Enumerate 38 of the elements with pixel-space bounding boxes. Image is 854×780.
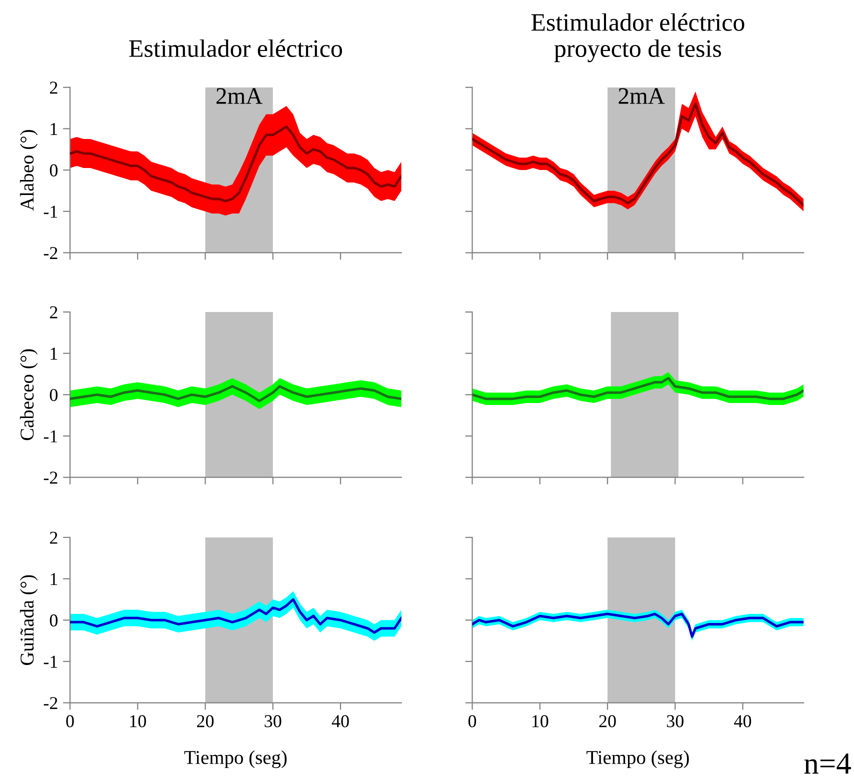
x-tick-label: 40	[734, 715, 752, 728]
y-tick-label: 1	[50, 573, 58, 586]
y-tick-label: -1	[44, 656, 58, 668]
chart-title: Estimulador eléctrico proyecto de tesis	[531, 13, 744, 62]
band-label: 2mA	[216, 88, 263, 104]
x-tick-label: 30	[666, 715, 684, 728]
x-tick-label: 30	[264, 715, 282, 728]
y-axis-title: Guiñada (°)	[20, 575, 38, 666]
y-tick-label: -2	[44, 697, 58, 710]
y-axis-title: Alabeo (°)	[20, 130, 38, 211]
line-series	[70, 385, 402, 402]
x-axis-title: Tiempo (seg)	[586, 750, 689, 768]
text: n=4	[804, 753, 851, 774]
y-tick-label: -1	[44, 206, 58, 218]
line-series	[70, 598, 402, 634]
x-tick-label: 20	[197, 715, 214, 728]
y-tick-label: 0	[50, 388, 58, 402]
x-axis-title: Tiempo (seg)	[184, 750, 287, 768]
x-tick-label: 10	[130, 715, 146, 728]
x-tick-label: 0	[468, 715, 476, 728]
y-tick-label: 0	[50, 614, 58, 627]
y-tick-label: 0	[50, 164, 58, 176]
y-tick-label: 2	[50, 532, 58, 544]
x-tick-label: 0	[66, 715, 74, 728]
chart-title: Estimulador eléctrico	[129, 39, 342, 58]
y-axis-title: Cabeceo (°)	[20, 349, 38, 440]
x-tick-label: 10	[532, 715, 548, 728]
y-tick-label: -2	[44, 472, 58, 484]
y-tick-label: -2	[44, 247, 58, 259]
line-series	[70, 125, 402, 202]
y-tick-label: 2	[50, 306, 58, 318]
y-tick-label: 2	[50, 82, 58, 94]
y-tick-label: -1	[44, 430, 58, 442]
band-label: 2mA	[618, 88, 665, 104]
y-tick-label: 1	[50, 123, 58, 135]
y-tick-label: 1	[50, 348, 58, 360]
x-tick-label: 20	[599, 715, 616, 728]
x-tick-label: 40	[332, 715, 349, 728]
